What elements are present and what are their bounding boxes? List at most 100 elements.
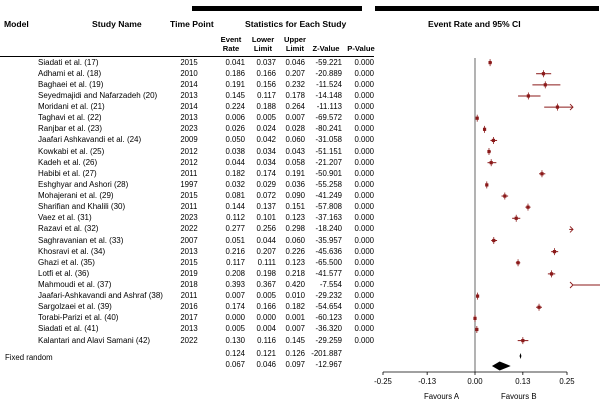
x-tick-label: -0.25 bbox=[374, 377, 392, 386]
time-point: 2009 bbox=[180, 135, 198, 145]
summary-z-value: -201.887 bbox=[311, 349, 342, 358]
study-name: Sharifian and Khalili (30) bbox=[38, 202, 126, 212]
p-value: 0.000 bbox=[354, 335, 374, 345]
study-name: Siadati et al. (17) bbox=[38, 57, 99, 67]
time-point: 2010 bbox=[180, 68, 198, 78]
lower-limit: 0.166 bbox=[256, 302, 276, 312]
z-value: -18.240 bbox=[315, 224, 342, 234]
time-point: 2018 bbox=[180, 280, 198, 289]
upper-limit: 0.218 bbox=[285, 268, 305, 278]
study-name: Moridani et al. (21) bbox=[38, 102, 105, 112]
lower-limit: 0.367 bbox=[256, 280, 276, 289]
p-value: 0.000 bbox=[354, 68, 374, 78]
top-bar-left bbox=[192, 6, 362, 11]
upper-limit: 0.058 bbox=[285, 157, 305, 167]
study-name: Sargolzaei et al. (39) bbox=[38, 302, 112, 312]
z-value: -51.151 bbox=[315, 146, 342, 156]
time-point: 2022 bbox=[180, 224, 198, 234]
p-value: 0.000 bbox=[354, 90, 374, 100]
summary-event-rate: 0.067 bbox=[225, 360, 245, 369]
z-value: -55.258 bbox=[315, 179, 342, 189]
time-point: 2011 bbox=[180, 168, 198, 178]
lower-limit: 0.024 bbox=[256, 124, 276, 134]
z-value: -21.207 bbox=[315, 157, 342, 167]
p-value: 0.000 bbox=[354, 313, 374, 323]
favours-a-label: Favours A bbox=[424, 392, 460, 401]
time-point: 2012 bbox=[180, 146, 198, 156]
upper-limit: 0.090 bbox=[285, 191, 305, 201]
event-rate: 0.186 bbox=[225, 68, 245, 78]
time-point: 2014 bbox=[180, 79, 198, 89]
upper-limit: 0.123 bbox=[285, 213, 305, 223]
study-name: Seyedmajidi and Nafarzadeh (20) bbox=[38, 90, 158, 100]
time-point: 2022 bbox=[180, 335, 198, 345]
header-upper-limit: Upper Limit bbox=[284, 35, 306, 53]
p-value: 0.000 bbox=[354, 135, 374, 145]
lower-limit: 0.137 bbox=[256, 202, 276, 212]
z-value: -80.241 bbox=[315, 124, 342, 134]
upper-limit: 0.043 bbox=[285, 146, 305, 156]
upper-limit: 0.191 bbox=[285, 168, 305, 178]
time-point: 2015 bbox=[180, 57, 198, 67]
header-z-value: Z-Value bbox=[312, 44, 340, 53]
event-rate: 0.041 bbox=[225, 57, 245, 67]
lower-limit: 0.000 bbox=[256, 313, 276, 323]
event-rate: 0.006 bbox=[225, 113, 245, 123]
header-time-point: Time Point bbox=[170, 19, 214, 29]
z-value: -59.221 bbox=[315, 57, 342, 67]
time-point: 2013 bbox=[180, 246, 198, 256]
p-value: 0.000 bbox=[354, 268, 374, 278]
header-study-name: Study Name bbox=[92, 19, 142, 29]
z-value: -35.957 bbox=[315, 235, 342, 245]
header-lower-limit: Lower Limit bbox=[251, 35, 275, 53]
z-value: -69.572 bbox=[315, 113, 342, 123]
event-rate: 0.044 bbox=[225, 157, 245, 167]
x-tick-label: 0.25 bbox=[559, 377, 575, 386]
p-value: 0.000 bbox=[354, 246, 374, 256]
event-rate: 0.130 bbox=[225, 335, 245, 345]
header-event-rate: Event Rate bbox=[220, 35, 242, 53]
event-rate: 0.026 bbox=[225, 124, 245, 134]
z-value: -60.123 bbox=[315, 313, 342, 323]
p-value: 0.000 bbox=[354, 202, 374, 212]
p-value: 0.000 bbox=[354, 291, 374, 301]
lower-limit: 0.004 bbox=[256, 324, 276, 334]
time-point: 2017 bbox=[180, 313, 198, 323]
event-rate: 0.191 bbox=[225, 79, 245, 89]
event-rate: 0.032 bbox=[225, 179, 245, 189]
event-rate: 0.208 bbox=[225, 268, 245, 278]
lower-limit: 0.256 bbox=[256, 224, 276, 234]
x-tick-label: -0.13 bbox=[418, 377, 436, 386]
p-value: 0.000 bbox=[354, 124, 374, 134]
lower-limit: 0.029 bbox=[256, 179, 276, 189]
ci-overflow-arrow bbox=[569, 226, 574, 233]
lower-limit: 0.111 bbox=[257, 257, 276, 267]
lower-limit: 0.005 bbox=[256, 291, 276, 301]
z-value: -7.554 bbox=[319, 280, 342, 289]
summary-label: Fixed random bbox=[5, 353, 53, 362]
study-name: Saghravanian et al. (33) bbox=[38, 235, 124, 245]
time-point: 1997 bbox=[180, 179, 198, 189]
time-point: 2019 bbox=[180, 268, 198, 278]
time-point: 2014 bbox=[180, 102, 198, 112]
p-value: 0.000 bbox=[354, 113, 374, 123]
event-rate: 0.145 bbox=[225, 90, 245, 100]
upper-limit: 0.264 bbox=[285, 102, 305, 112]
p-value: 0.000 bbox=[354, 168, 374, 178]
pooled-random-diamond bbox=[491, 361, 511, 371]
upper-limit: 0.010 bbox=[285, 291, 305, 301]
study-name: Razavi et al. (32) bbox=[38, 224, 99, 234]
event-rate: 0.174 bbox=[225, 302, 245, 312]
study-name: Ranjbar et al. (23) bbox=[38, 124, 103, 134]
lower-limit: 0.005 bbox=[256, 113, 276, 123]
time-point: 2015 bbox=[180, 191, 198, 201]
study-name: Siadati et al. (41) bbox=[38, 324, 99, 334]
event-rate: 0.051 bbox=[225, 235, 245, 245]
lower-limit: 0.207 bbox=[256, 246, 276, 256]
z-value: -29.232 bbox=[315, 291, 342, 301]
summary-lower-limit: 0.046 bbox=[256, 360, 276, 369]
event-rate: 0.007 bbox=[225, 291, 245, 301]
study-name: Vaez et al. (31) bbox=[38, 213, 92, 223]
upper-limit: 0.145 bbox=[285, 335, 305, 345]
